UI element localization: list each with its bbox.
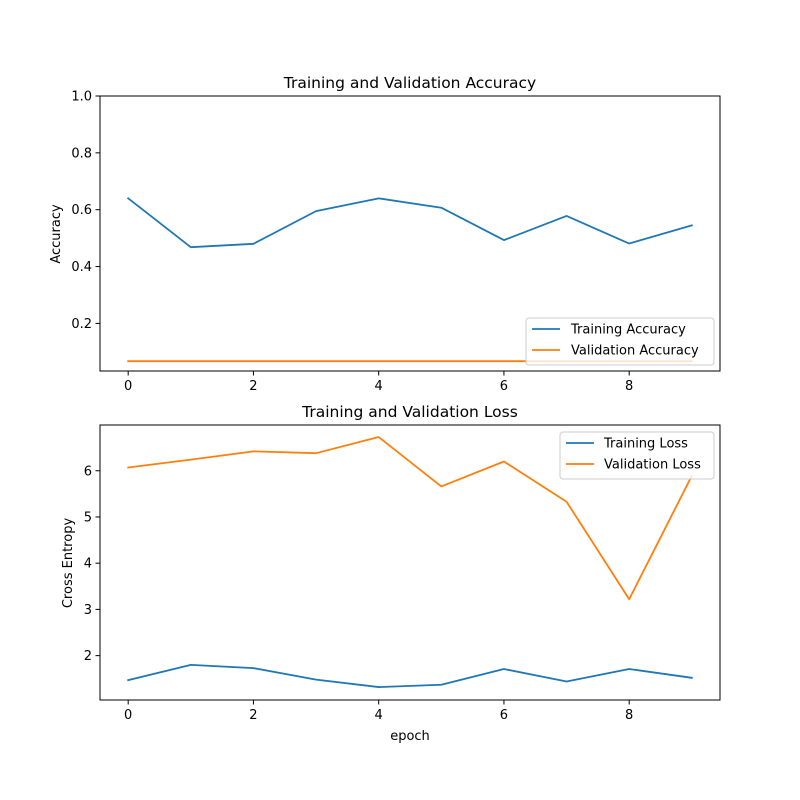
loss-y-tick-label: 5 [84, 510, 92, 525]
legend-label-training-loss: Training Loss [603, 437, 688, 452]
loss-legend-box [559, 431, 715, 480]
accuracy-x-tick-label: 0 [124, 379, 132, 394]
loss-ticks: 0 2 4 6 8 2 3 4 5 6 [84, 464, 634, 723]
accuracy-x-tick-label: 6 [500, 379, 508, 394]
accuracy-y-tick-label: 1.0 [71, 90, 92, 105]
legend-label-validation-accuracy: Validation Accuracy [571, 344, 699, 359]
loss-y-tick-label: 3 [84, 603, 92, 618]
accuracy-y-tick-label: 0.4 [71, 260, 92, 275]
accuracy-x-tick-label: 8 [625, 379, 633, 394]
loss-y-tick-label: 6 [84, 464, 92, 479]
loss-x-tick-label: 0 [124, 708, 132, 723]
accuracy-y-tick-label: 0.2 [71, 317, 92, 332]
loss-y-tick-label: 4 [84, 557, 92, 572]
accuracy-chart-title: Training and Validation Accuracy [283, 74, 536, 92]
loss-x-tick-label: 8 [625, 708, 633, 723]
series-line-training-loss [127, 663, 693, 688]
accuracy-chart: Training and Validation Accuracy Accurac… [49, 74, 721, 395]
loss-plot-area [127, 436, 694, 688]
accuracy-y-axis-label: Accuracy [49, 204, 64, 264]
accuracy-x-tick-label: 4 [375, 379, 383, 394]
loss-x-axis-label: epoch [390, 729, 430, 744]
accuracy-y-tick-label: 0.8 [71, 146, 92, 161]
loss-chart-title: Training and Validation Loss [301, 403, 518, 421]
accuracy-axes-frame [99, 95, 721, 372]
series-line-validation-loss [127, 436, 694, 601]
accuracy-legend-box [525, 317, 715, 366]
accuracy-x-tick-label: 2 [249, 379, 257, 394]
loss-x-tick-label: 6 [500, 708, 508, 723]
loss-legend: Training Loss Validation Loss [559, 431, 715, 480]
series-line-training-accuracy [126, 197, 693, 249]
loss-x-tick-label: 4 [375, 708, 383, 723]
loss-y-axis-label: Cross Entropy [61, 518, 76, 609]
loss-chart: Training and Validation Loss Cross Entro… [61, 403, 721, 744]
loss-y-tick-label: 2 [84, 649, 92, 664]
accuracy-ticks: 0 2 4 6 8 0.2 0.4 0.6 0.8 1.0 [71, 90, 633, 395]
loss-x-tick-label: 2 [249, 708, 257, 723]
accuracy-legend: Training Accuracy Validation Accuracy [525, 317, 715, 366]
legend-label-validation-loss: Validation Loss [604, 458, 701, 473]
accuracy-y-tick-label: 0.6 [71, 203, 92, 218]
loss-axes-frame [99, 424, 721, 701]
legend-label-training-accuracy: Training Accuracy [570, 323, 686, 338]
